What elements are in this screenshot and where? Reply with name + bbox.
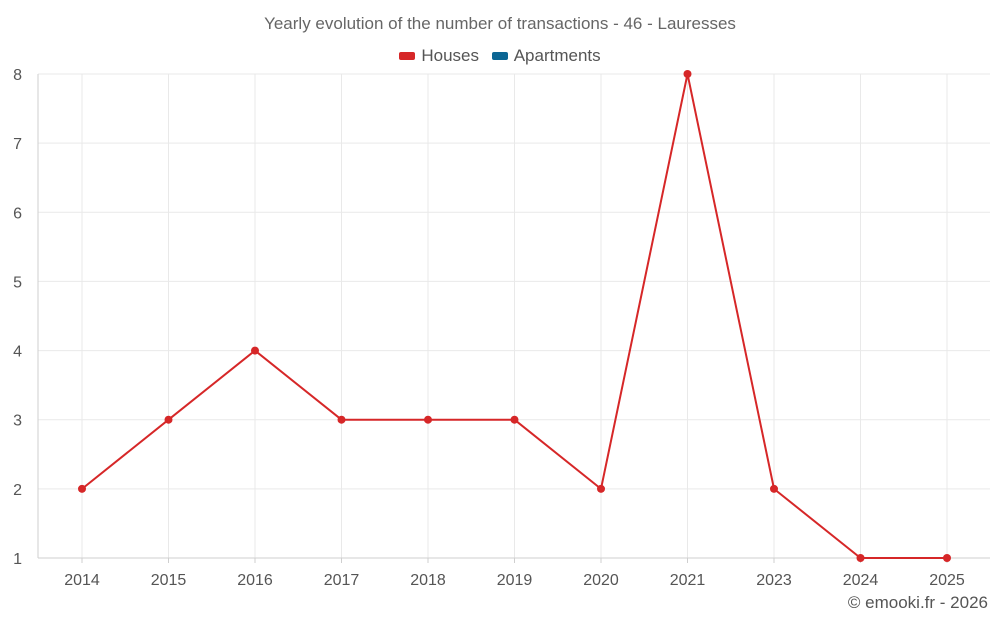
grid xyxy=(38,73,990,558)
data-point-houses[interactable] xyxy=(770,484,778,493)
y-tick-label: 8 xyxy=(13,67,22,84)
x-tick-label: 2024 xyxy=(843,572,879,589)
y-tick-label: 6 xyxy=(13,205,22,222)
data-point-houses[interactable] xyxy=(943,554,951,562)
copyright-footer: © emooki.fr - 2026 xyxy=(847,593,988,612)
y-tick-label: 5 xyxy=(13,274,22,291)
x-tick-label: 2016 xyxy=(237,572,273,589)
y-tick-label: 2 xyxy=(13,482,22,499)
x-tick-label: 2014 xyxy=(64,572,100,589)
y-tick-label: 7 xyxy=(13,136,22,153)
legend-swatch-apartments xyxy=(491,52,508,60)
x-tick-label: 2017 xyxy=(324,572,360,589)
x-tick-label: 2025 xyxy=(929,572,965,589)
data-point-houses[interactable] xyxy=(164,415,173,424)
y-tick-label: 3 xyxy=(13,413,22,430)
x-tick-label: 2018 xyxy=(410,572,446,589)
tick-labels: 1 2 3 4 5 6 7 8 2014 2015 2016 2017 2018 2019 2020 2021… xyxy=(13,67,965,589)
y-tick-label: 1 xyxy=(13,551,22,568)
legend-item-houses[interactable]: Houses xyxy=(399,46,479,66)
data-point-houses[interactable] xyxy=(251,346,259,355)
x-tick-label: 2021 xyxy=(670,572,706,589)
series-houses xyxy=(78,70,951,562)
data-point-houses[interactable] xyxy=(856,554,865,562)
data-point-houses[interactable] xyxy=(78,484,86,493)
legend: Houses Apartments xyxy=(0,45,1000,66)
x-tick-label: 2023 xyxy=(756,572,792,589)
chart-title: Yearly evolution of the number of transa… xyxy=(264,14,736,33)
x-tick-label: 2015 xyxy=(151,572,187,589)
y-tick-label: 4 xyxy=(13,344,22,361)
legend-item-apartments[interactable]: Apartments xyxy=(491,46,601,66)
legend-swatch-houses xyxy=(399,52,416,60)
x-tick-label: 2019 xyxy=(497,572,533,589)
axes xyxy=(37,74,990,563)
data-point-houses[interactable] xyxy=(424,415,432,424)
data-point-houses[interactable] xyxy=(597,484,605,493)
data-point-houses[interactable] xyxy=(683,70,692,78)
data-point-houses[interactable] xyxy=(337,415,346,424)
x-tick-label: 2020 xyxy=(583,572,619,589)
legend-label-houses: Houses xyxy=(421,46,479,65)
data-point-houses[interactable] xyxy=(510,415,519,424)
legend-label-apartments: Apartments xyxy=(513,46,601,65)
